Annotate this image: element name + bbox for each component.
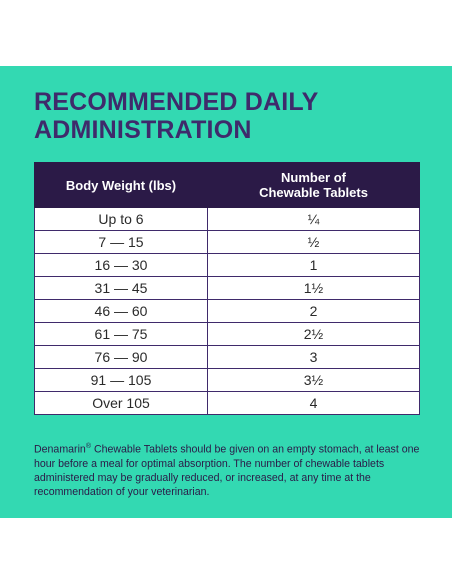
- tablets-cell: 2: [207, 299, 420, 323]
- table-row: 31 — 45 1½: [34, 276, 420, 300]
- tablets-cell: 1: [207, 253, 420, 277]
- header-body-weight: Body Weight (lbs): [34, 162, 208, 208]
- weight-cell: 31 — 45: [34, 276, 208, 300]
- tablets-cell: ½: [207, 230, 420, 254]
- table-header-row: Body Weight (lbs) Number of Chewable Tab…: [34, 162, 420, 208]
- page-title: RECOMMENDED DAILY ADMINISTRATION: [34, 88, 434, 144]
- table-row: 91 — 105 3½: [34, 368, 420, 392]
- weight-cell: Up to 6: [34, 207, 208, 231]
- weight-cell: 61 — 75: [34, 322, 208, 346]
- header-tablets-line-1: Number of: [281, 170, 346, 185]
- table-row: Over 105 4: [34, 391, 420, 415]
- title-line-1: RECOMMENDED DAILY: [34, 88, 319, 116]
- table-row: 7 — 15 ½: [34, 230, 420, 254]
- header-tablets-line-2: Chewable Tablets: [259, 185, 368, 200]
- table-row: 16 — 30 1: [34, 253, 420, 277]
- tablets-cell: 2½: [207, 322, 420, 346]
- weight-cell: 16 — 30: [34, 253, 208, 277]
- weight-cell: 7 — 15: [34, 230, 208, 254]
- tablets-cell: 3½: [207, 368, 420, 392]
- note-text: Chewable Tablets should be given on an e…: [34, 443, 420, 498]
- table-row: 61 — 75 2½: [34, 322, 420, 346]
- brand-name: Denamarin: [34, 443, 86, 456]
- weight-cell: 46 — 60: [34, 299, 208, 323]
- table-row: 76 — 90 3: [34, 345, 420, 369]
- administration-note: Denamarin® Chewable Tablets should be gi…: [34, 440, 430, 499]
- weight-cell: 91 — 105: [34, 368, 208, 392]
- tablets-cell: 1½: [207, 276, 420, 300]
- tablets-cell: ¼: [207, 207, 420, 231]
- tablets-cell: 3: [207, 345, 420, 369]
- tablets-cell: 4: [207, 391, 420, 415]
- weight-cell: Over 105: [34, 391, 208, 415]
- table-row: 46 — 60 2: [34, 299, 420, 323]
- dosage-table: Body Weight (lbs) Number of Chewable Tab…: [34, 162, 420, 415]
- title-line-2: ADMINISTRATION: [34, 116, 252, 144]
- weight-cell: 76 — 90: [34, 345, 208, 369]
- header-chewable-tablets: Number of Chewable Tablets: [207, 162, 420, 208]
- registered-mark: ®: [85, 443, 91, 450]
- table-row: Up to 6 ¼: [34, 207, 420, 231]
